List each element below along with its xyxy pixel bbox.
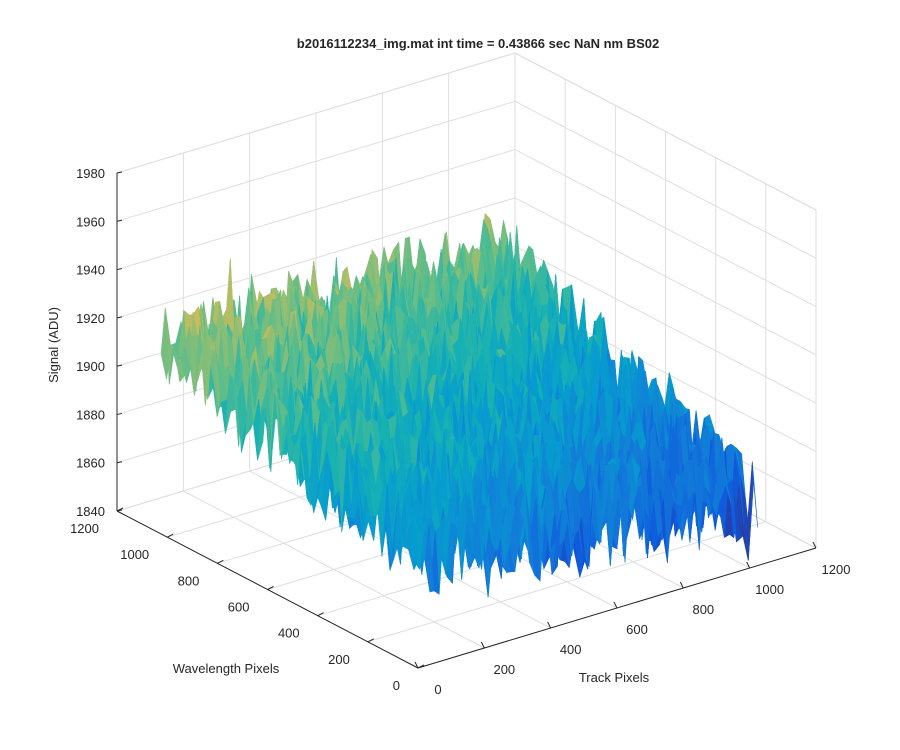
y-tick-label: 800	[178, 573, 200, 588]
x-tick-mark	[613, 601, 618, 609]
y-tick-mark	[417, 664, 425, 669]
y-tick-label: 1000	[120, 547, 149, 562]
z-tick-label: 1980	[76, 166, 105, 181]
y-tick-mark	[267, 586, 274, 590]
x-tick-label: 400	[560, 642, 582, 657]
y-tick-label: 1200	[70, 521, 99, 536]
x-tick-mark	[480, 641, 485, 649]
x-tick-mark	[547, 621, 552, 629]
z-tick-mark	[116, 316, 123, 319]
box-edge	[116, 52, 516, 174]
surface-facet	[413, 514, 424, 569]
z-axis-label: Signal (ADU)	[46, 307, 61, 383]
z-tick-mark	[116, 268, 123, 271]
grid-line	[514, 100, 817, 259]
y-tick-mark	[217, 559, 224, 564]
y-tick-mark	[317, 612, 324, 617]
y-tick-mark	[166, 533, 174, 538]
z-tick-mark	[116, 171, 123, 174]
tick-label-layer: 1840 1860 1880 1900 1920 1940 1960 1980 0 200 400 6…	[70, 166, 850, 697]
x-tick-mark	[679, 581, 684, 589]
y-tick-mark	[116, 507, 124, 512]
z-tick-label: 1920	[76, 311, 105, 326]
x-tick-mark	[414, 661, 419, 669]
grid-line	[116, 197, 516, 319]
y-tick-label: 400	[278, 626, 300, 641]
z-tick-mark	[116, 364, 123, 367]
x-tick-label: 600	[626, 622, 648, 637]
y-axis-label: Wavelength Pixels	[173, 661, 280, 676]
z-tick-mark	[116, 219, 123, 222]
y-tick-mark	[367, 638, 375, 643]
x-axis-label: Track Pixels	[579, 670, 650, 685]
y-tick-label: 0	[393, 678, 400, 693]
grid-line	[116, 100, 516, 222]
y-tick-label: 600	[228, 600, 250, 615]
z-tick-label: 1840	[76, 504, 105, 519]
axes-layer	[116, 171, 817, 669]
z-tick-mark	[116, 412, 123, 415]
y-tick-label: 200	[328, 652, 350, 667]
grid-line	[116, 149, 516, 271]
chart-title: b2016112234_img.mat int time = 0.43866 s…	[297, 36, 659, 51]
x-tick-label: 1200	[822, 562, 851, 577]
z-tick-label: 1860	[76, 456, 105, 471]
box-edge	[514, 52, 817, 211]
surface-layer	[160, 213, 758, 598]
z-tick-label: 1940	[76, 263, 105, 278]
z-tick-label: 1960	[76, 214, 105, 229]
z-tick-mark	[116, 461, 123, 464]
x-tick-label: 200	[493, 662, 515, 677]
grid-line	[514, 197, 817, 356]
x-tick-mark	[746, 561, 751, 569]
grid-line	[514, 245, 817, 404]
x-tick-label: 1000	[755, 582, 784, 597]
grid-line	[514, 149, 817, 308]
z-tick-label: 1880	[76, 407, 105, 422]
x-tick-label: 0	[434, 682, 441, 697]
x-tick-mark	[812, 541, 817, 549]
x-tick-label: 800	[692, 602, 714, 617]
z-tick-label: 1900	[76, 359, 105, 374]
